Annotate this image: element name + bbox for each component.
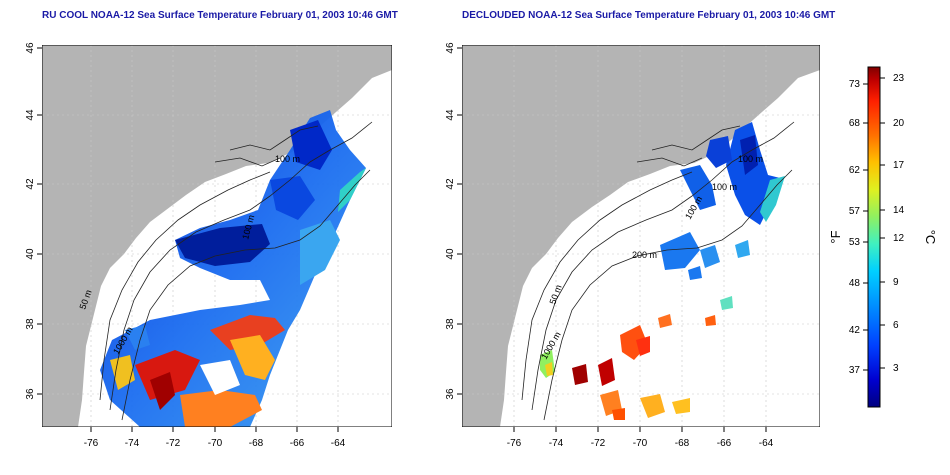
right-y-tick: 46 (445, 42, 456, 54)
right-bathymetry-contours (521, 121, 795, 421)
colorbar-c-tick: 14 (893, 205, 905, 216)
right-x-tick-labels: -76 -74 -72 -70 -68 -66 -64 (507, 438, 774, 449)
left-x-tick: -68 (249, 438, 264, 449)
colorbar-c-tick: 9 (893, 277, 899, 288)
right-x-tick: -68 (675, 438, 690, 449)
right-contour-label-100m-b: 100 m (712, 182, 737, 192)
colorbar-c-tick: 3 (893, 363, 899, 374)
colorbar-f-tick: 68 (849, 118, 861, 129)
left-axis-ticks (37, 47, 339, 432)
left-x-tick: -64 (331, 438, 346, 449)
right-x-tick: -66 (717, 438, 732, 449)
left-bathymetry-contours (99, 121, 373, 421)
right-axis-ticks (457, 47, 767, 432)
right-map-panel (462, 45, 820, 427)
colorbar-c-tick: 12 (893, 233, 905, 244)
colorbar-f-tick: 57 (849, 206, 861, 217)
colorbar-f-tick: 53 (849, 237, 861, 248)
right-x-tick: -64 (759, 438, 774, 449)
right-y-tick: 36 (445, 388, 456, 400)
right-sst-patches (540, 122, 785, 420)
colorbar-f-tick: 37 (849, 365, 861, 376)
left-x-tick: -66 (290, 438, 305, 449)
right-y-tick: 42 (445, 178, 456, 190)
right-x-tick: -70 (633, 438, 648, 449)
left-x-tick: -72 (166, 438, 181, 449)
left-y-tick-labels: 36 38 40 42 44 46 (25, 42, 36, 400)
right-y-tick: 44 (445, 109, 456, 121)
left-contour-label-100m-a: 100 m (275, 154, 300, 164)
right-x-tick: -72 (591, 438, 606, 449)
left-x-tick: -74 (125, 438, 140, 449)
left-land (42, 45, 392, 427)
right-y-tick: 40 (445, 248, 456, 260)
left-sst-swath (100, 110, 366, 427)
left-panel-title: RU COOL NOAA-12 Sea Surface Temperature … (42, 10, 398, 21)
colorbar-fahrenheit-label: °F (828, 230, 843, 243)
left-y-tick: 38 (25, 318, 36, 330)
colorbar-c-tick: 23 (893, 73, 905, 84)
colorbar-f-tick: 62 (849, 165, 861, 176)
colorbar-c-tick: 17 (893, 160, 905, 171)
colorbar-ticks (863, 77, 885, 371)
left-y-tick: 36 (25, 388, 36, 400)
colorbar: 73 68 62 57 53 48 42 37 23 20 17 14 12 9… (828, 66, 938, 408)
colorbar-c-tick: 20 (893, 118, 905, 129)
right-contour-label-100m-a: 100 m (738, 154, 763, 164)
colorbar-f-ticks: 73 68 62 57 53 48 42 37 (849, 79, 861, 376)
colorbar-c-tick: 6 (893, 320, 899, 331)
left-x-tick-labels: -76 -74 -72 -70 -68 -66 -64 (84, 438, 346, 449)
right-panel-title: DECLOUDED NOAA-12 Sea Surface Temperatur… (462, 10, 836, 21)
colorbar-c-ticks: 23 20 17 14 12 9 6 3 (893, 73, 905, 374)
colorbar-f-tick: 42 (849, 325, 861, 336)
right-contour-label-200m: 200 m (632, 250, 657, 260)
left-map-panel (42, 45, 392, 427)
left-y-tick: 40 (25, 248, 36, 260)
colorbar-gradient (867, 66, 881, 408)
left-x-tick: -70 (208, 438, 223, 449)
left-y-tick: 44 (25, 109, 36, 121)
colorbar-celsius-label: °C (923, 230, 938, 245)
left-y-tick: 42 (25, 178, 36, 190)
colorbar-f-tick: 48 (849, 278, 861, 289)
right-y-tick-labels: 36 38 40 42 44 46 (445, 42, 456, 400)
right-land (462, 45, 820, 427)
colorbar-f-tick: 73 (849, 79, 861, 90)
right-x-tick: -76 (507, 438, 522, 449)
right-y-tick: 38 (445, 318, 456, 330)
right-x-tick: -74 (549, 438, 564, 449)
left-y-tick: 46 (25, 42, 36, 54)
left-x-tick: -76 (84, 438, 99, 449)
